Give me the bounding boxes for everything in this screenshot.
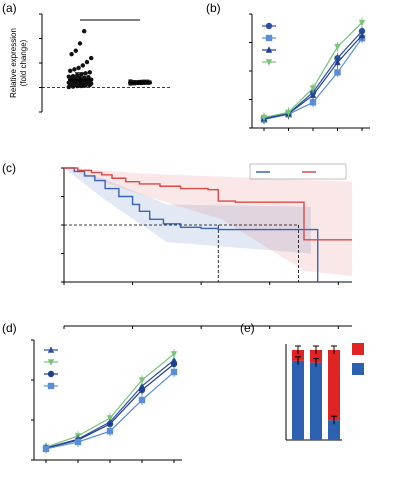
bar-nucleus [310,350,322,363]
data-point-nsclc [75,73,80,78]
legend-swatch-e [352,343,364,355]
bar-nucleus [328,350,340,421]
legend-marker [47,382,55,390]
data-point-A549-ov [334,44,341,51]
data-point-A549-siRNA [309,99,317,106]
data-point-nsclc [68,68,73,74]
data-point-H1299-siRNA [138,396,146,404]
bar-cytoplasm [292,360,304,440]
data-point-nsclc [82,28,87,34]
data-point-A549-ov [309,85,317,92]
data-point-nsclc [86,75,91,80]
legend-box-c [249,163,347,180]
data-point-nsclc [72,67,77,72]
data-point-H1299-siRNA [170,368,178,376]
data-point-H1299-ov [138,377,146,384]
bar-nucleus [292,350,304,361]
series-line-H1299-siRNA [45,371,175,450]
panel-d-line-chart [31,339,182,463]
panel-label-b: (b) [206,1,221,15]
bar-cytoplasm [310,362,322,440]
legend-marker [47,359,55,366]
ci-band-low [64,168,352,277]
data-point-normal [128,79,133,84]
data-point-H1299-NC [170,360,178,368]
panel-label-d: (d) [2,321,17,335]
data-point-A549-EV [309,91,317,98]
panel-b-line-chart [249,13,370,131]
data-point-nsclc [73,48,79,53]
legend-marker [265,34,273,42]
data-point-nsclc [84,59,90,65]
data-point-nsclc [83,71,88,76]
data-point-A549-EV [358,31,366,39]
data-point-nsclc [89,55,94,61]
survival-curve-High [64,167,319,282]
legend-marker [265,59,273,66]
data-point-nsclc [66,74,72,79]
data-point-nsclc [80,63,86,68]
y-axis-label-a: Relative expression(fold change) [9,28,28,98]
data-point-nsclc [69,51,74,57]
data-point-A549-ov [358,19,366,27]
panel-label-e: (e) [240,321,255,335]
panel-c-survival-chart [61,163,352,329]
data-point-A549-EV [334,58,341,66]
data-point-nsclc [76,65,81,71]
data-point-nsclc [82,75,87,80]
legend-marker [47,346,55,353]
panel-e-stacked-bar [285,343,364,441]
data-point-H1299-ov [170,351,178,358]
bar-cytoplasm [328,420,340,440]
data-point-H1299-NC [138,386,146,394]
data-point-H1299-siRNA [74,438,82,446]
data-point-H1299-NC [106,420,114,428]
ci-band-high [64,168,311,254]
data-point-A549-ov [285,109,292,117]
legend-marker [47,370,55,378]
data-point-A549-ov [260,114,268,122]
data-point-H1299-siRNA [106,428,114,435]
data-point-nsclc [77,41,83,46]
data-point-H1299-ov [106,415,114,422]
survival-curve-Low [64,167,352,241]
data-point-H1299-siRNA [42,445,50,452]
data-point-nsclc [87,70,93,75]
panel-label-a: (a) [2,1,17,15]
legend-marker [265,22,273,30]
panel-label-c: (c) [2,161,16,175]
data-point-nsclc [70,74,76,79]
data-point-A549-siRNA [334,69,341,76]
legend-marker [265,46,273,53]
panel-a-scatter: Relative expression(fold change) [9,13,172,113]
legend-swatch-e [352,363,364,375]
data-point-normal [145,79,150,84]
